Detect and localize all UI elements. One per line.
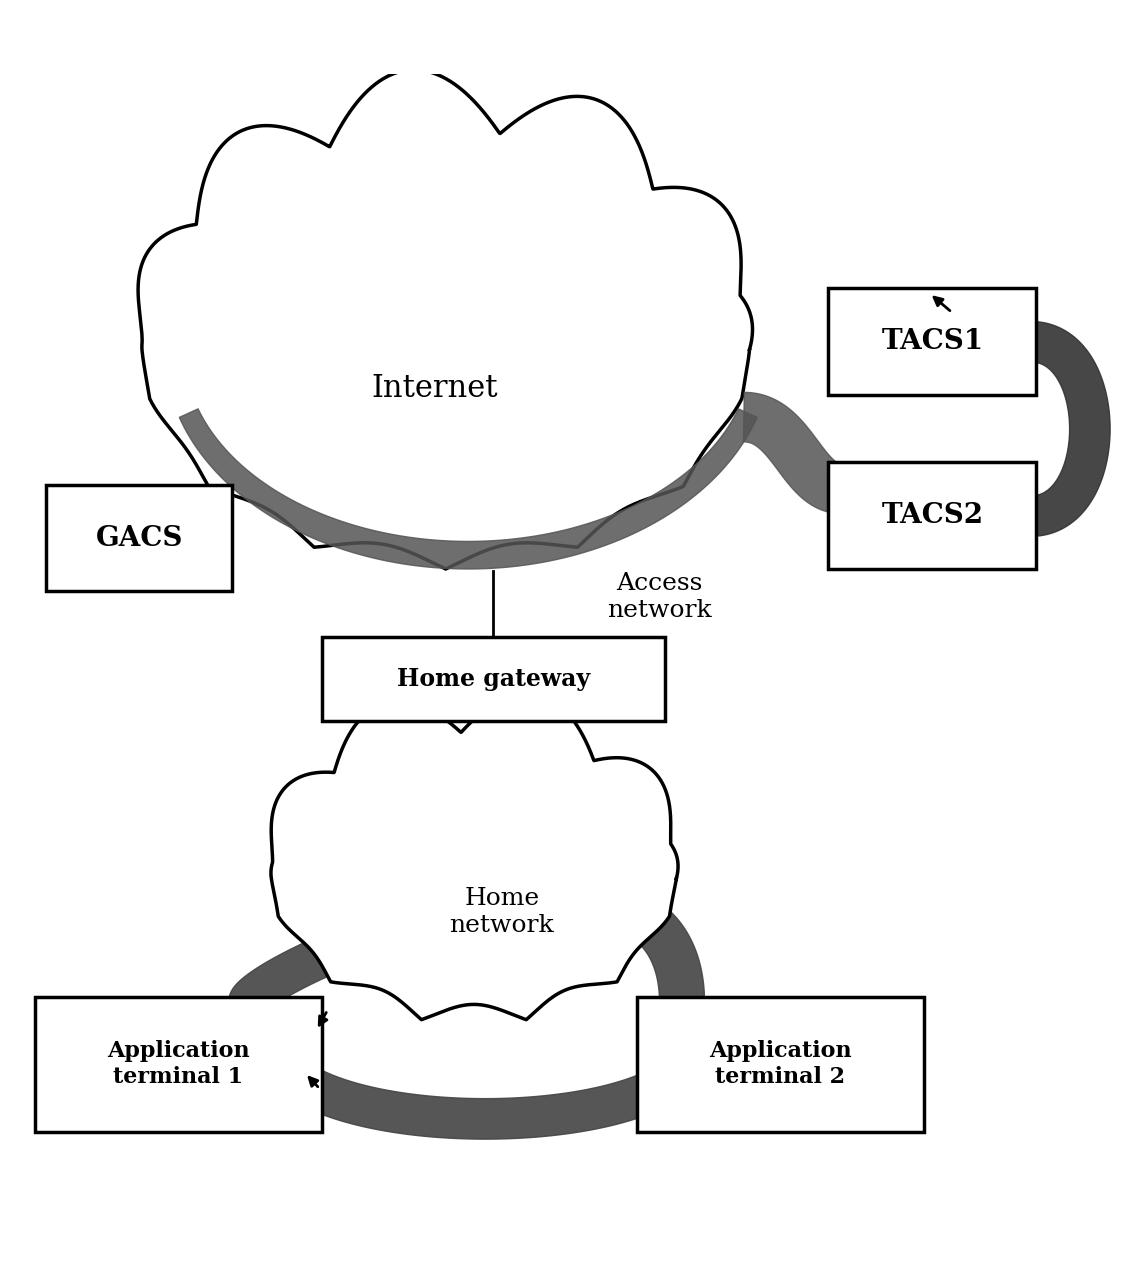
FancyBboxPatch shape — [828, 462, 1036, 569]
Polygon shape — [179, 409, 757, 569]
Text: TACS2: TACS2 — [882, 502, 983, 530]
Polygon shape — [744, 392, 841, 512]
Text: TACS1: TACS1 — [882, 327, 983, 355]
FancyBboxPatch shape — [322, 636, 665, 721]
FancyBboxPatch shape — [637, 997, 924, 1132]
Text: Access
network: Access network — [607, 573, 712, 622]
FancyBboxPatch shape — [35, 997, 322, 1132]
Polygon shape — [288, 1064, 681, 1139]
Polygon shape — [271, 694, 678, 1020]
Text: Application
terminal 1: Application terminal 1 — [107, 1040, 249, 1087]
FancyBboxPatch shape — [828, 288, 1036, 395]
Text: Home
network: Home network — [450, 887, 555, 937]
FancyBboxPatch shape — [47, 485, 232, 592]
Polygon shape — [229, 924, 363, 1012]
Polygon shape — [591, 887, 705, 1002]
Polygon shape — [1031, 322, 1111, 536]
Polygon shape — [138, 70, 753, 569]
Text: Home gateway: Home gateway — [398, 667, 590, 691]
Text: Application
terminal 2: Application terminal 2 — [710, 1040, 852, 1087]
Text: GACS: GACS — [96, 524, 183, 551]
Text: Internet: Internet — [371, 373, 498, 405]
